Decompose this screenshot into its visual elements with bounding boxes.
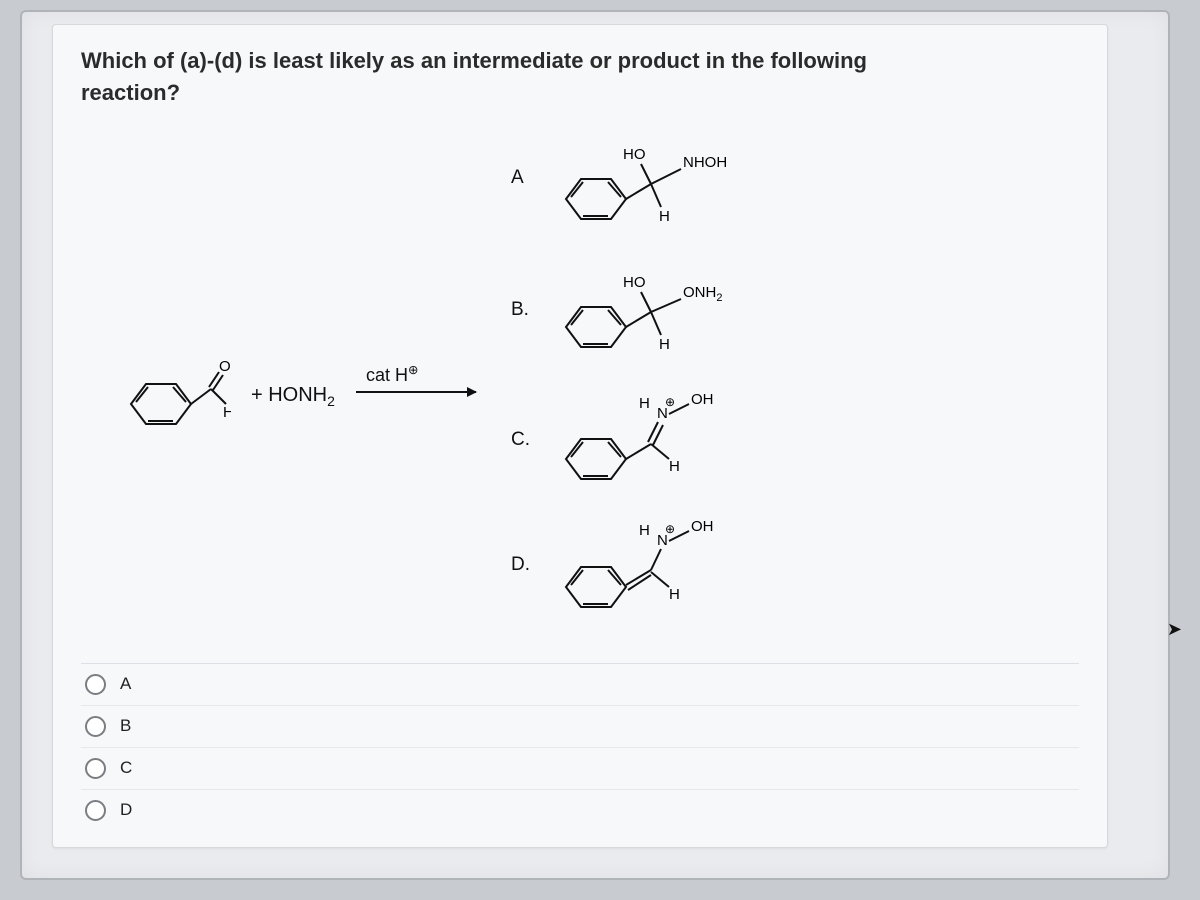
answer-label: C bbox=[120, 758, 132, 778]
radio-icon[interactable] bbox=[85, 674, 106, 695]
radio-icon[interactable] bbox=[85, 758, 106, 779]
answer-label: A bbox=[120, 674, 131, 694]
svg-text:OH: OH bbox=[691, 518, 714, 535]
option-b-structure: HO ONH2 H bbox=[551, 267, 771, 372]
reaction-diagram: O H + HONH2 cat H⊕ A bbox=[81, 129, 1079, 659]
svg-text:H: H bbox=[659, 336, 670, 353]
reactant-benzaldehyde: O H bbox=[111, 359, 231, 459]
answer-option-a[interactable]: A bbox=[81, 664, 1079, 706]
option-a-structure: HO NHOH H bbox=[551, 139, 771, 244]
option-d-label: D. bbox=[511, 554, 530, 576]
option-c-label: C. bbox=[511, 429, 530, 451]
answer-option-d[interactable]: D bbox=[81, 790, 1079, 831]
svg-text:H: H bbox=[639, 522, 650, 539]
screen-frame: Which of (a)-(d) is least likely as an i… bbox=[20, 10, 1170, 880]
radio-icon[interactable] bbox=[85, 800, 106, 821]
answer-option-c[interactable]: C bbox=[81, 748, 1079, 790]
option-b-label: B. bbox=[511, 299, 529, 321]
svg-text:⊕: ⊕ bbox=[665, 395, 675, 409]
svg-text:H: H bbox=[659, 208, 670, 225]
option-d-structure: H N H ⊕ OH bbox=[551, 507, 771, 627]
option-a-label: A bbox=[511, 167, 524, 189]
svg-text:H: H bbox=[669, 458, 680, 475]
answer-option-b[interactable]: B bbox=[81, 706, 1079, 748]
reaction-arrow bbox=[356, 391, 476, 393]
question-card: Which of (a)-(d) is least likely as an i… bbox=[52, 24, 1108, 848]
svg-text:NHOH: NHOH bbox=[683, 154, 727, 171]
svg-text:HO: HO bbox=[623, 274, 646, 291]
svg-text:HO: HO bbox=[623, 146, 646, 163]
svg-text:ONH2: ONH2 bbox=[683, 284, 722, 304]
svg-text:H: H bbox=[639, 395, 650, 412]
answer-list: A B C D bbox=[81, 663, 1079, 831]
svg-text:OH: OH bbox=[691, 391, 714, 408]
catalyst-label: cat H⊕ bbox=[366, 362, 419, 386]
answer-label: B bbox=[120, 716, 131, 736]
svg-text:H: H bbox=[669, 586, 680, 603]
plus-reagent: + HONH2 bbox=[251, 384, 335, 409]
question-text: Which of (a)-(d) is least likely as an i… bbox=[81, 45, 941, 109]
h-label: H bbox=[223, 404, 231, 421]
svg-text:⊕: ⊕ bbox=[665, 522, 675, 536]
honh2-label: + HONH2 bbox=[251, 384, 335, 406]
cursor-icon: ➤ bbox=[1167, 619, 1182, 640]
answer-label: D bbox=[120, 800, 132, 820]
radio-icon[interactable] bbox=[85, 716, 106, 737]
option-c-structure: H N H ⊕ OH bbox=[551, 384, 771, 499]
oxygen-label: O bbox=[219, 359, 231, 375]
